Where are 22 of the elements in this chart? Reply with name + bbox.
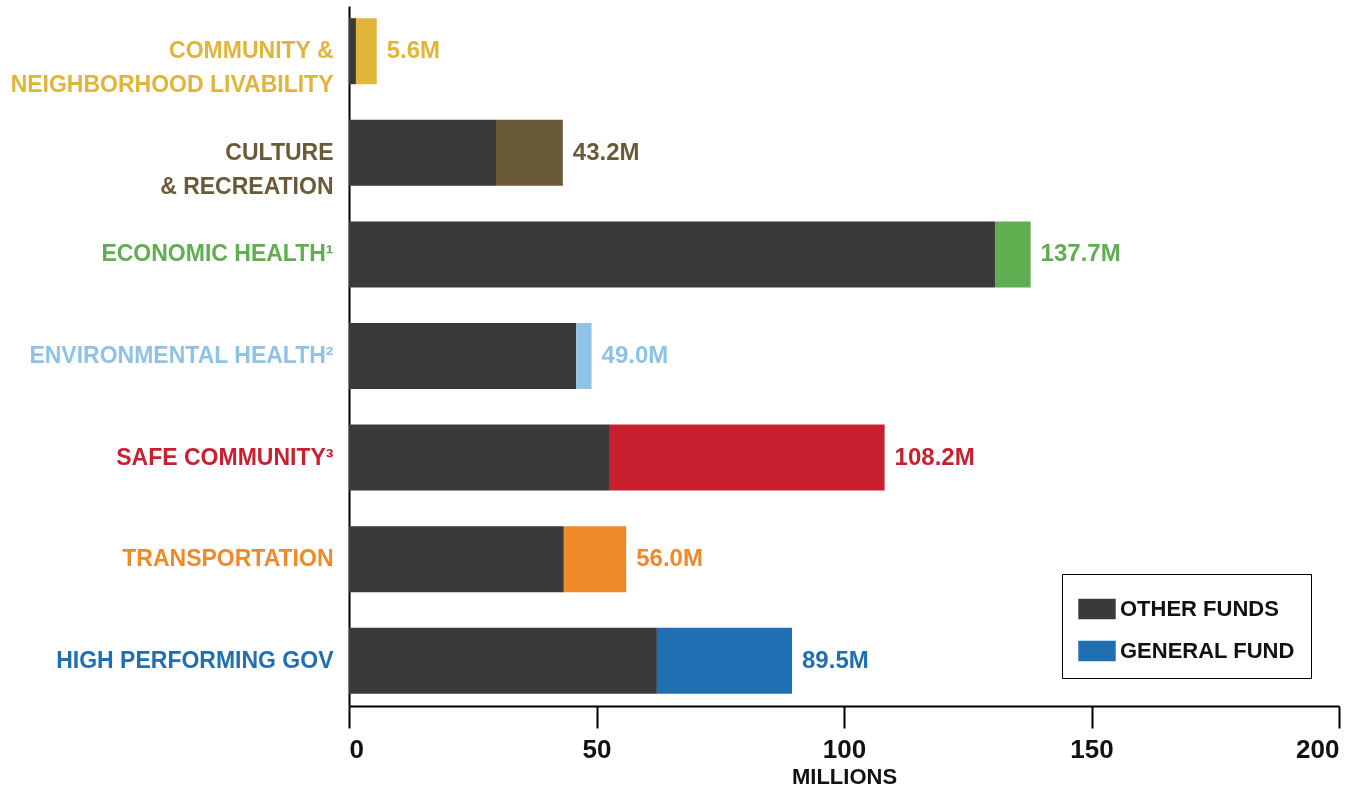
y-tick-label: COMMUNITY & NEIGHBORHOOD LIVABILITY	[10, 37, 334, 98]
x-tick-label: 200	[1296, 733, 1340, 764]
total-label: 108.2M	[894, 442, 975, 470]
y-tick-label: ENVIRONMENTAL HEALTH²	[29, 342, 334, 368]
x-tick-label: 0	[349, 733, 364, 764]
y-tick-label: CULTURE & RECREATION	[160, 138, 334, 199]
total-label: 56.0M	[636, 544, 703, 572]
legend-label: GENERAL FUND	[1120, 638, 1295, 663]
y-tick-label: SAFE COMMUNITY³	[116, 443, 334, 470]
total-label: 43.2M	[572, 137, 640, 165]
total-label: 5.6M	[386, 36, 441, 64]
y-tick-label: ECONOMIC HEALTH¹	[101, 240, 334, 267]
total-label: 89.5M	[802, 645, 869, 673]
legend-label: OTHER FUNDS	[1120, 596, 1279, 621]
total-label: 137.7M	[1040, 239, 1121, 267]
y-tick-label: TRANSPORTATION	[122, 545, 334, 572]
x-tick-label: 50	[582, 733, 612, 764]
x-tick-label: 100	[822, 733, 867, 764]
y-tick-label: HIGH PERFORMING GOV	[56, 646, 335, 673]
x-axis-title: MILLIONS	[791, 763, 898, 789]
x-tick-label: 150	[1070, 733, 1114, 764]
total-label: 49.0M	[601, 341, 669, 368]
